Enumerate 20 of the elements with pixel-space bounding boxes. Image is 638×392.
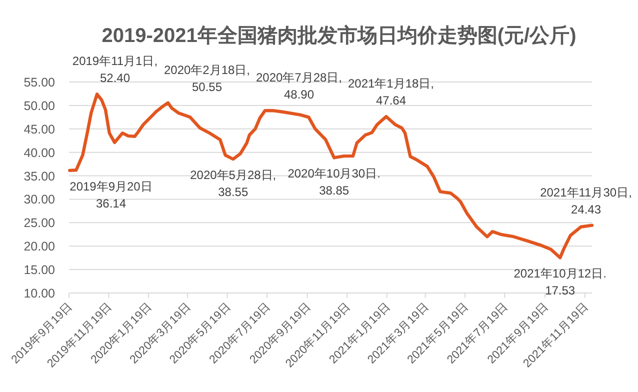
- y-tick-label: 45.00: [24, 122, 56, 136]
- annotation: 2021年11月30日, 24.43: [540, 185, 632, 216]
- y-tick-label: 35.00: [24, 169, 56, 184]
- annotation: 2019年11月1日, 52.40: [72, 54, 158, 86]
- annotation: 2021年10月12日. 17.53: [514, 266, 606, 298]
- chart-title: 2019-2021年全国猪肉批发市场日均价走势图(元/公斤): [102, 24, 576, 47]
- y-tick-label: 25.00: [24, 216, 56, 230]
- y-tick-label: 10.00: [24, 286, 56, 300]
- y-tick-label: 50.00: [24, 98, 56, 113]
- y-tick-label: 55.00: [24, 76, 56, 90]
- annotation: 2020年2月18日, 50.55: [164, 62, 250, 94]
- annotation: 2020年5月28日, 38.55: [190, 168, 276, 200]
- annotation: 2019年9月20日 36.14: [70, 179, 152, 210]
- y-tick-label: 15.00: [24, 263, 56, 278]
- annotation: 2020年10月30日. 38.85: [288, 166, 380, 198]
- y-tick-label: 20.00: [24, 240, 56, 254]
- y-tick-label: 30.00: [24, 192, 56, 207]
- annotation: 2021年1月18日, 47.64: [348, 76, 434, 108]
- annotation: 2020年7月28日, 48.90: [256, 70, 342, 102]
- y-tick-label: 40.00: [24, 146, 56, 160]
